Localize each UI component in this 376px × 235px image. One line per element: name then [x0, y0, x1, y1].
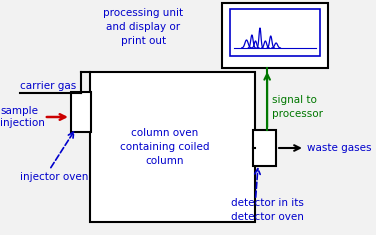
Text: sample
injection: sample injection — [0, 106, 45, 128]
Text: processing unit
and display or
print out: processing unit and display or print out — [103, 8, 183, 46]
Bar — [71, 92, 91, 132]
Bar — [230, 9, 320, 56]
Text: waste gases: waste gases — [308, 143, 372, 153]
Text: detector in its
detector oven: detector in its detector oven — [231, 198, 304, 222]
Bar — [222, 3, 328, 68]
Text: column oven
containing coiled
column: column oven containing coiled column — [120, 128, 209, 166]
Text: injector oven: injector oven — [20, 172, 88, 182]
Bar — [253, 130, 276, 166]
Text: carrier gas: carrier gas — [20, 81, 76, 91]
Text: signal to
processor: signal to processor — [271, 95, 323, 119]
Bar — [89, 72, 256, 222]
